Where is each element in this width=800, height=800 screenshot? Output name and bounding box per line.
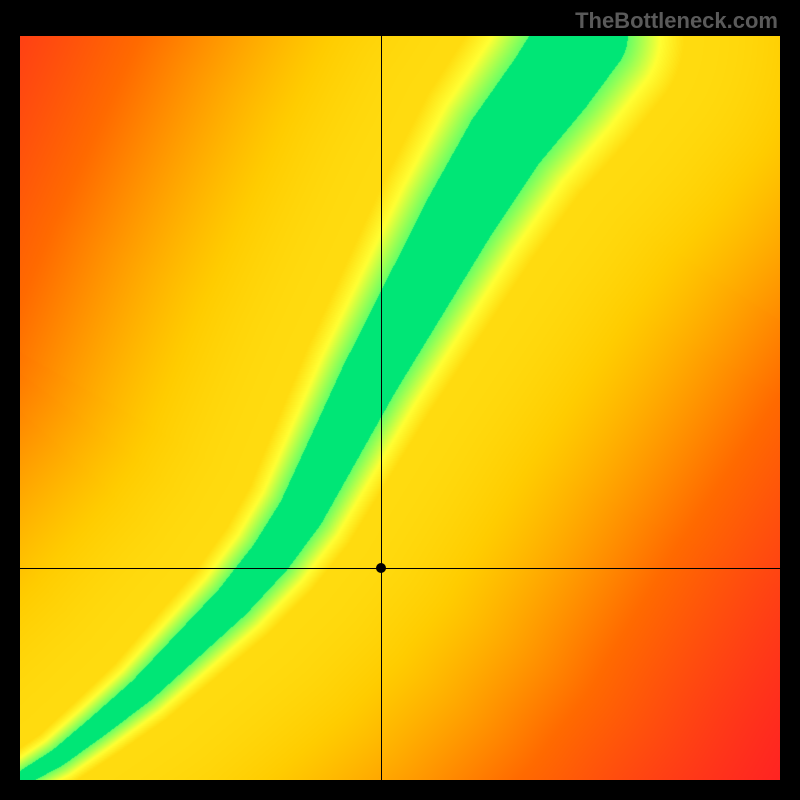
crosshair-vertical — [381, 36, 382, 780]
plot-area — [20, 36, 780, 780]
watermark-text: TheBottleneck.com — [575, 8, 778, 34]
crosshair-horizontal — [20, 568, 780, 569]
heatmap-canvas — [20, 36, 780, 780]
marker-dot — [376, 563, 386, 573]
